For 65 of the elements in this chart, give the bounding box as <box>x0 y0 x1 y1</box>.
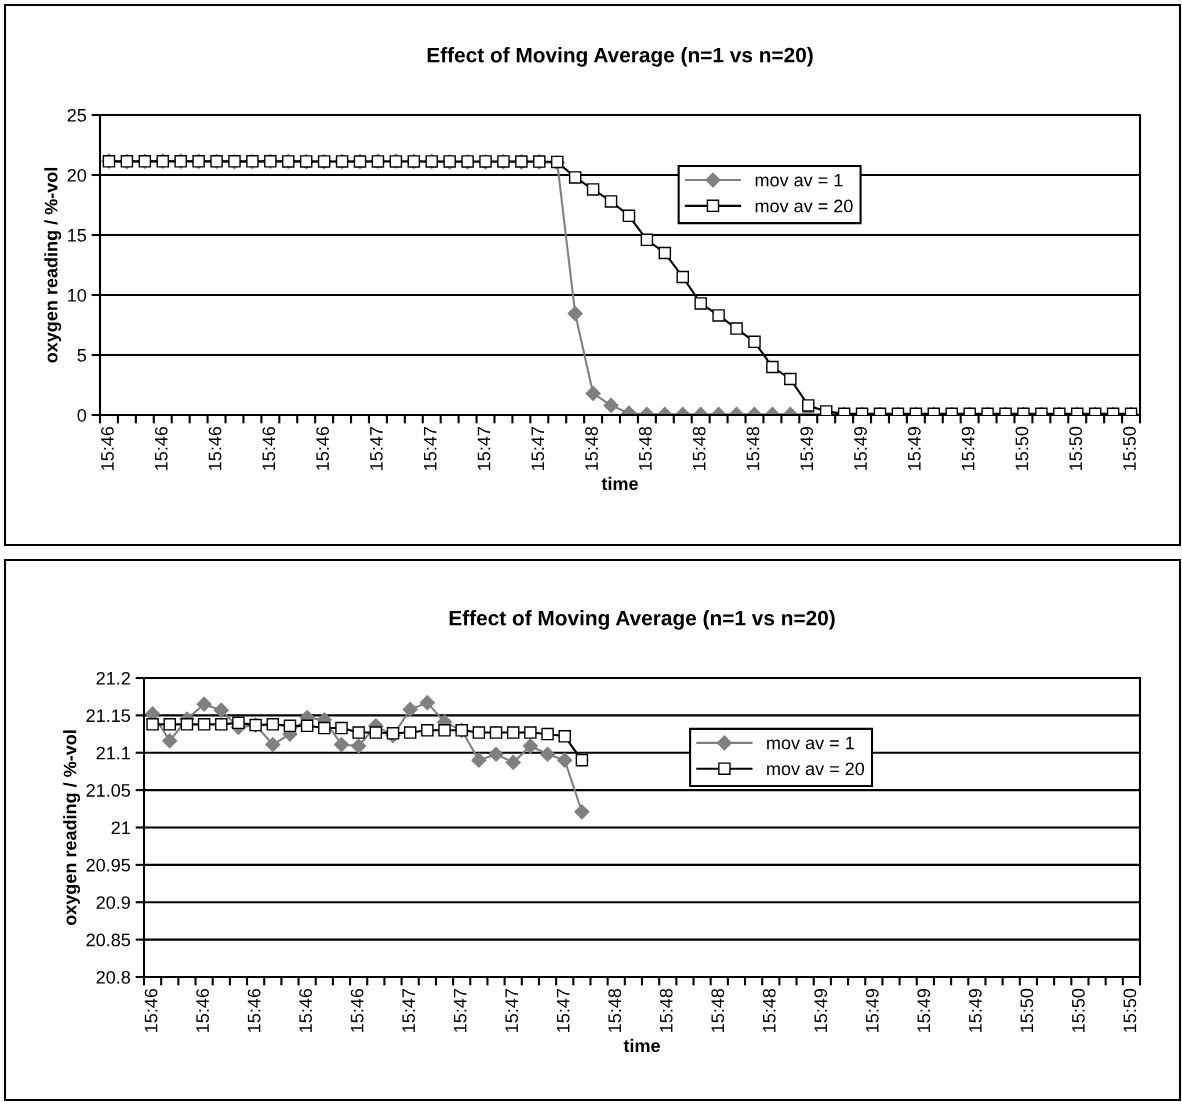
y-tick-label: 15 <box>68 229 87 242</box>
x-tick-label: 15:47 <box>370 427 383 470</box>
y-tick-label: 5 <box>77 349 87 362</box>
x-tick-label: 15:46 <box>350 988 364 1032</box>
y-tick-label: 10 <box>68 288 87 302</box>
x-axis-title: time <box>623 1038 660 1053</box>
x-tick-label: 15:49 <box>968 988 982 1032</box>
y-axis-title: oxygen reading / %-vol <box>44 167 62 363</box>
x-tick-label: 15:49 <box>854 426 867 470</box>
x-tick-label: 15:48 <box>608 988 622 1032</box>
x-tick-label: 15:46 <box>247 988 261 1032</box>
y-axis-title: oxygen reading / %-vol <box>63 730 81 926</box>
x-tick-label: 15:49 <box>800 426 814 470</box>
legend-label: mov av = 20 <box>767 762 865 776</box>
x-tick-label: 15:47 <box>423 427 437 470</box>
x-tick-label: 15:47 <box>477 427 491 470</box>
x-tick-label: 15:47 <box>505 989 519 1032</box>
x-tick-label: 15:46 <box>262 426 276 470</box>
x-tick-label: 15:50 <box>1123 988 1137 1032</box>
x-tick-label: 15:46 <box>101 426 114 470</box>
x-tick-label: 15:49 <box>961 426 975 470</box>
y-tick-label: 0 <box>77 408 87 422</box>
chart-title: Effect of Moving Average (n=1 vs n=20) <box>449 610 835 630</box>
x-tick-label: 15:48 <box>585 426 598 470</box>
x-tick-label: 15:46 <box>144 988 158 1032</box>
x-tick-label: 15:46 <box>196 988 209 1032</box>
x-tick-label: 15:49 <box>814 988 828 1032</box>
x-tick-label: 15:50 <box>1020 988 1034 1032</box>
y-tick-label: 21.15 <box>86 709 131 723</box>
x-tick-label: 15:46 <box>208 426 222 470</box>
x-tick-label: 15:48 <box>638 426 652 470</box>
x-tick-label: 15:47 <box>531 427 545 470</box>
x-tick-label: 15:48 <box>746 426 760 470</box>
x-tick-label: 15:48 <box>692 426 706 470</box>
y-tick-label: 20.85 <box>86 933 131 947</box>
x-tick-label: 15:48 <box>711 988 725 1032</box>
x-tick-label: 15:50 <box>1071 988 1085 1032</box>
x-tick-label: 15:49 <box>907 426 921 470</box>
chart-title: Effect of Moving Average (n=1 vs n=20) <box>427 47 813 67</box>
y-tick-label: 21.05 <box>86 784 131 797</box>
y-tick-label: 20.95 <box>86 858 131 872</box>
y-tick-label: 21.1 <box>96 746 130 760</box>
x-tick-label: 15:50 <box>1123 426 1136 470</box>
y-tick-label: 25 <box>67 108 87 122</box>
y-tick-label: 20.8 <box>96 970 131 984</box>
y-tick-label: 20 <box>67 168 87 182</box>
y-tick-label: 21 <box>111 821 130 835</box>
x-tick-label: 15:47 <box>453 989 467 1032</box>
legend-label: mov av = 20 <box>755 199 853 213</box>
x-tick-label: 15:49 <box>917 988 931 1032</box>
x-axis-title: time <box>601 476 638 491</box>
legend-label: mov av = 1 <box>755 173 843 187</box>
y-tick-label: 21.2 <box>96 671 130 685</box>
x-tick-label: 15:48 <box>659 988 673 1032</box>
x-tick-label: 15:50 <box>1069 426 1083 470</box>
x-tick-label: 15:48 <box>762 988 776 1032</box>
x-tick-label: 15:50 <box>1015 426 1029 470</box>
legend-label: mov av = 1 <box>767 736 854 750</box>
x-tick-label: 15:46 <box>154 426 168 470</box>
y-tick-label: 20.9 <box>96 896 130 909</box>
x-tick-label: 15:47 <box>402 989 416 1032</box>
x-tick-label: 15:47 <box>556 989 570 1032</box>
x-tick-label: 15:46 <box>316 426 329 470</box>
x-tick-label: 15:49 <box>865 988 879 1032</box>
x-tick-label: 15:46 <box>299 988 312 1032</box>
